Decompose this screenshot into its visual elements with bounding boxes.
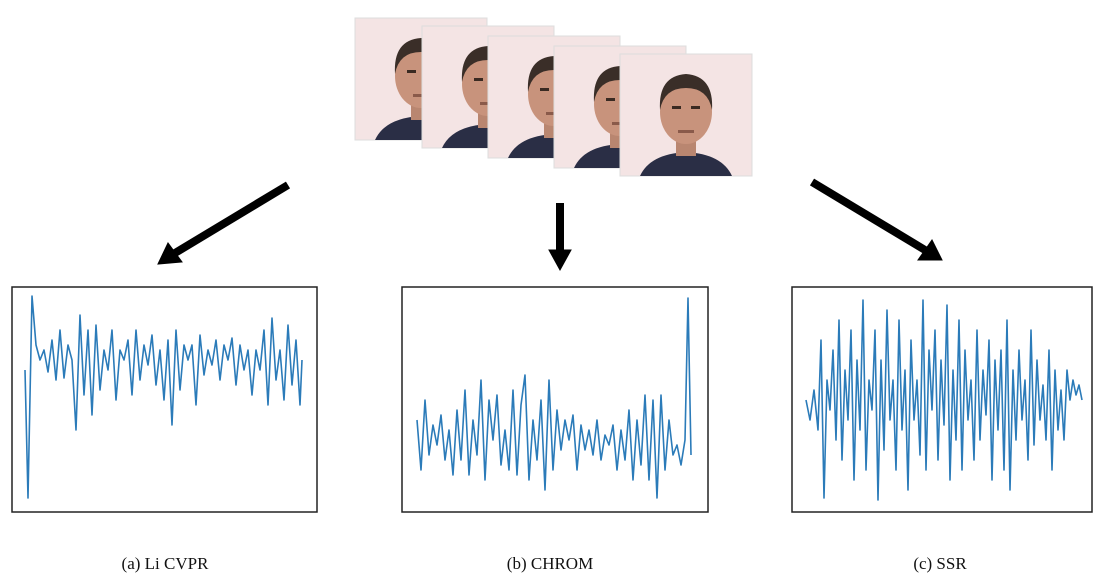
panel-b: (b) CHROM (402, 287, 708, 573)
caption: (a) Li CVPR (122, 554, 210, 573)
figure: (a) Li CVPR (b) CHROM (c) SSR (0, 0, 1095, 576)
plot-frame (402, 287, 708, 512)
panel-a: (a) Li CVPR (12, 287, 317, 573)
page: {"panels": [{"caption": "(a) Li CVPR"}, … (0, 0, 1095, 576)
arrow (812, 182, 925, 250)
arrows (158, 182, 942, 270)
frame (620, 54, 752, 176)
caption: (b) CHROM (507, 554, 593, 573)
caption: (c) SSR (913, 554, 967, 573)
video-frames (355, 18, 752, 176)
panel-c: (c) SSR (792, 287, 1092, 573)
arrow-head (549, 250, 571, 270)
arrow (175, 185, 288, 253)
